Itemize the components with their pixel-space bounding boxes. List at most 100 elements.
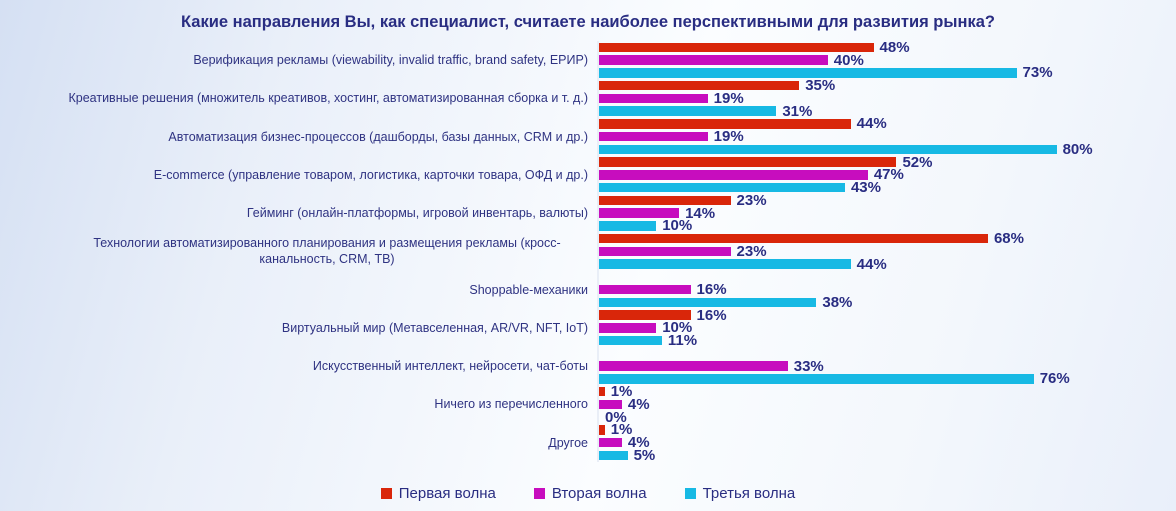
legend-swatch-wave2-icon <box>533 488 545 499</box>
category-bars: 16% 10% 11% <box>597 308 1176 348</box>
category-label-text: Автоматизация бизнес-процессов (дашборды… <box>168 129 588 144</box>
value-label: 44% <box>856 255 887 273</box>
bar-slot: 11% <box>599 333 1176 348</box>
bar-wave1 <box>599 386 605 397</box>
bar-slot <box>599 271 1176 284</box>
value-label: 44% <box>856 115 887 133</box>
category-label-text: Креативные решения (множитель креативов,… <box>68 91 588 106</box>
value-label: 1% <box>610 421 633 439</box>
value-label: 47% <box>873 166 904 184</box>
value-label: 43% <box>850 179 881 197</box>
bar-slot <box>599 347 1176 360</box>
chart-rows: Верификация рекламы (viewability, invali… <box>0 40 1176 463</box>
category-label-text: Shoppable-механики <box>469 282 588 297</box>
bar-wave2 <box>599 55 828 65</box>
bar-slot: 38% <box>599 293 1176 311</box>
bar-wave1 <box>599 42 874 53</box>
value-label: 38% <box>822 293 853 311</box>
category-label: Автоматизация бизнес-процессов (дашборды… <box>0 129 597 145</box>
value-label: 31% <box>782 102 813 120</box>
bar-slot: 40% <box>599 53 1176 68</box>
value-label: 35% <box>805 77 836 95</box>
category-label: Виртуальный мир (Метавселенная, AR/VR, N… <box>0 320 597 336</box>
value-label: 76% <box>1039 370 1070 388</box>
bar-slot: 14% <box>599 204 1176 222</box>
bar-slot: 4% <box>599 395 1176 413</box>
bar-slot: 31% <box>599 102 1176 120</box>
value-label: 10% <box>662 319 693 337</box>
value-label: 52% <box>902 153 933 171</box>
bar-wave1 <box>599 119 851 129</box>
category-bars: 52% 47% 43% <box>597 153 1176 197</box>
bar-slot: 1% <box>599 421 1176 439</box>
bar-slot: 1% <box>599 384 1176 399</box>
legend-swatch-wave3-icon <box>684 488 696 499</box>
bar-slot: 19% <box>599 128 1176 146</box>
category-bars: 48% 40% 73% <box>597 40 1176 82</box>
bar-wave2 <box>599 93 708 104</box>
category-label: Верификация рекламы (viewability, invali… <box>0 52 597 68</box>
value-label: 19% <box>713 128 744 146</box>
bar-wave1 <box>599 80 800 91</box>
category-label-text: Гейминг (онлайн-платформы, игровой инвен… <box>246 206 588 220</box>
value-label: 23% <box>736 191 767 209</box>
category-label-text: Искусственный интеллект, нейросети, чат-… <box>312 359 588 373</box>
bar-wave1 <box>599 310 691 320</box>
bar-wave2 <box>599 131 708 142</box>
value-label: 14% <box>685 204 716 222</box>
bar-wave2 <box>599 361 788 371</box>
category-bars: 1% 4% 5% <box>597 421 1176 463</box>
category-bars: 16% 38% <box>597 270 1176 311</box>
bar-wave1 <box>599 157 897 167</box>
category-bars: 68% 23% 44% <box>597 231 1176 273</box>
value-label: 19% <box>713 89 744 107</box>
category-bars: 35% 19% 31% <box>597 77 1176 120</box>
bar-wave3 <box>599 374 1034 384</box>
category-bars: 33% 76% <box>597 347 1176 388</box>
value-label: 10% <box>662 217 693 235</box>
category-bars: 23% 14% 10% <box>597 191 1176 235</box>
bar-slot: 33% <box>599 357 1176 375</box>
bar-wave3 <box>599 182 845 193</box>
category-label: Ничего из перечисленного <box>0 396 597 412</box>
bar-wave1 <box>599 195 731 206</box>
category-label: E-commerce (управление товаром, логистик… <box>0 167 597 183</box>
bar-wave2 <box>599 246 731 257</box>
legend-label-wave2: Вторая волна <box>551 485 647 502</box>
bar-wave3 <box>599 450 628 461</box>
bar-slot: 80% <box>599 140 1176 158</box>
category-label-text: Ничего из перечисленного <box>434 397 588 412</box>
bar-slot: 52% <box>599 153 1176 171</box>
bar-slot: 68% <box>599 231 1176 246</box>
bar-wave3 <box>599 259 851 269</box>
chart-row: Другое 1% 4% 5% <box>0 421 1176 463</box>
category-label: Технологии автоматизированного планирова… <box>0 235 597 268</box>
bar-wave3 <box>599 144 1057 155</box>
bar-wave2 <box>599 170 868 180</box>
category-label-text: E-commerce (управление товаром, логистик… <box>153 167 588 182</box>
bar-wave2 <box>599 284 691 295</box>
chart-title: Какие направления Вы, как специалист, сч… <box>181 13 995 31</box>
chart-row: Автоматизация бизнес-процессов (дашборды… <box>0 115 1176 158</box>
chart-row: Верификация рекламы (viewability, invali… <box>0 40 1176 82</box>
chart-row: E-commerce (управление товаром, логистик… <box>0 153 1176 197</box>
chart-row: Креативные решения (множитель креативов,… <box>0 77 1176 120</box>
legend-swatch-wave1-icon <box>380 488 392 499</box>
value-label: 80% <box>1062 140 1093 158</box>
category-label-text: Верификация рекламы (viewability, invali… <box>193 53 588 67</box>
category-label: Другое <box>0 435 597 451</box>
value-label: 33% <box>793 357 824 375</box>
bar-slot: 76% <box>599 370 1176 388</box>
category-bars: 44% 19% 80% <box>597 115 1176 158</box>
category-label-text: Виртуальный мир (Метавселенная, AR/VR, N… <box>281 320 588 335</box>
value-label: 4% <box>627 395 650 413</box>
category-label-text: Технологии автоматизированного планирова… <box>93 236 561 267</box>
value-label: 23% <box>736 242 767 260</box>
bar-slot: 19% <box>599 89 1176 107</box>
bar-wave1 <box>599 233 988 244</box>
bar-slot: 0% <box>599 410 1176 425</box>
value-label: 73% <box>1022 64 1053 82</box>
bar-slot: 16% <box>599 282 1176 297</box>
bar-slot: 44% <box>599 255 1176 273</box>
bar-wave2 <box>599 208 680 218</box>
